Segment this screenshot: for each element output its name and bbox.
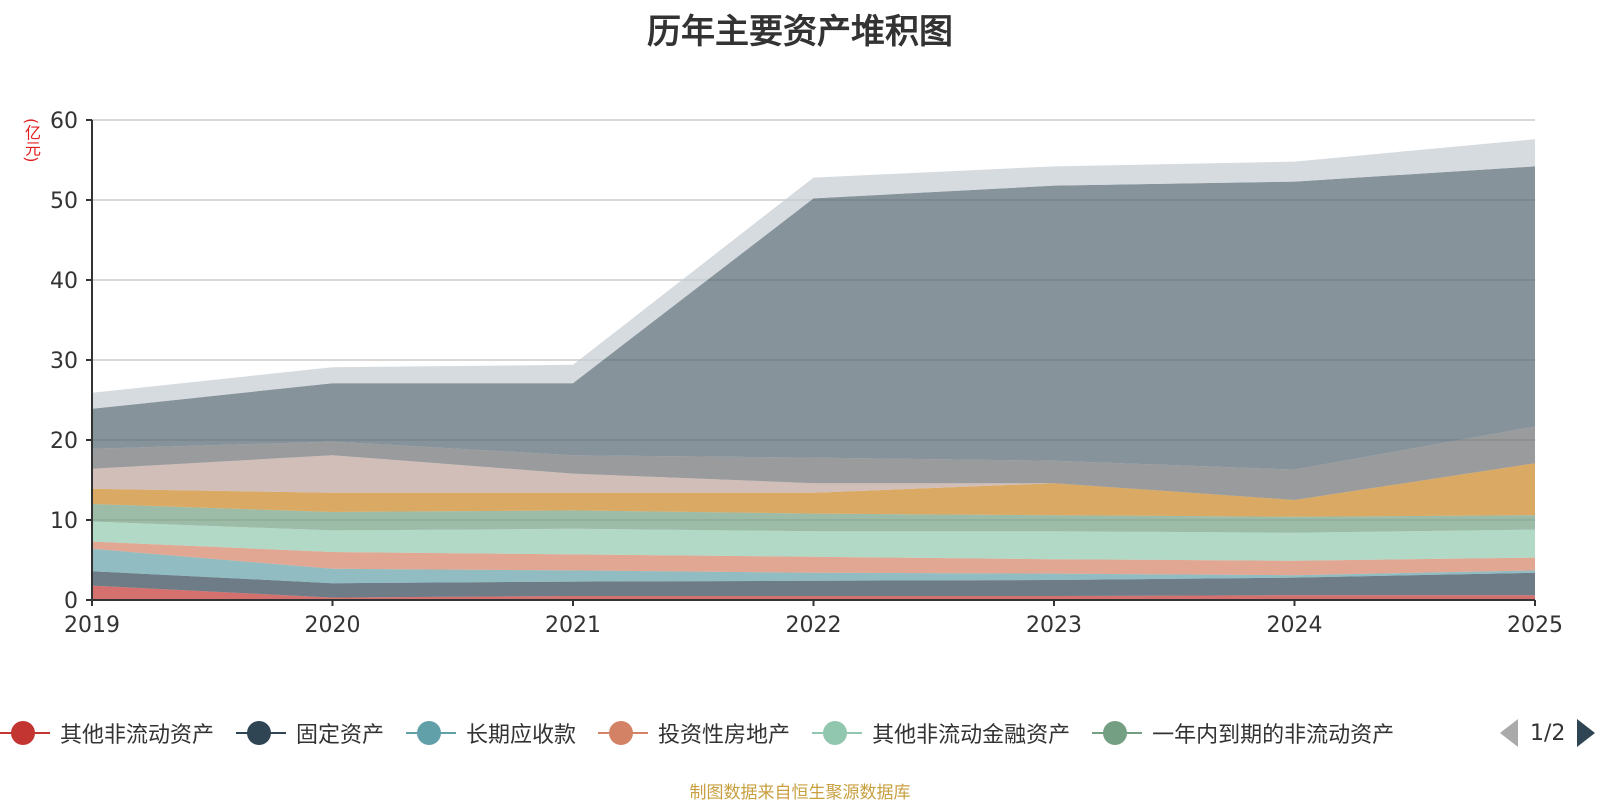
area-series-11 [92,139,1535,409]
area-series-1 [92,585,1535,600]
legend-next-page-icon[interactable] [1577,719,1596,747]
legend: 其他非流动资产 固定资产 长期应收款 投资性房地产 其他非流动金融资产 一年内到期的非流动… [0,713,1416,753]
legend-item[interactable]: 长期应收款 [406,717,576,749]
legend-marker-icon [0,719,50,747]
legend-label: 投资性房地产 [658,723,791,748]
source-note: 制图数据来自恒生聚源数据库 [689,783,911,803]
legend-prev-page-icon[interactable] [1500,719,1518,747]
legend-item[interactable]: 其他非流动金融资产 [812,717,1070,749]
x-tick-label: 2024 [1267,613,1323,638]
legend-label: 长期应收款 [466,723,577,748]
area-series-9 [92,426,1535,500]
x-tick-label: 2021 [545,613,601,638]
legend-label: 一年内到期的非流动资产 [1152,723,1395,748]
y-tick-label: 30 [50,349,78,374]
legend-item[interactable]: 投资性房地产 [598,717,790,749]
legend-item[interactable]: 一年内到期的非流动资产 [1092,717,1394,749]
area-series-7 [92,463,1535,517]
y-tick-label: 40 [50,269,78,294]
area-series [92,139,1535,600]
legend-label: 其他非流动金融资产 [872,723,1071,748]
axes: 0 10 20 30 40 50 60 2019 2020 2021 2022 2023 2024 202… [50,109,1563,638]
legend-marker-icon [1092,719,1143,747]
area-series-4 [92,541,1535,576]
x-tick-label: 2019 [64,613,120,638]
legend-label: 其他非流动资产 [60,723,215,748]
legend-item[interactable]: 固定资产 [236,717,384,749]
legend-marker-icon [406,719,457,747]
y-axis-unit-label: (亿元) [22,118,41,163]
legend-item[interactable]: 其他非流动资产 [0,717,214,749]
legend-marker-icon [598,719,649,747]
legend-page-indicator: 1/2 [1530,720,1566,746]
area-series-6 [92,504,1535,533]
stacked-area-chart: 0 10 20 30 40 50 60 2019 2020 2021 2022 2023 2024 202… [50,109,1563,638]
chart-title: 历年主要资产堆积图 [647,12,953,52]
x-tick-label: 2025 [1507,613,1563,638]
legend-marker-icon [812,719,863,747]
x-tick-label: 2022 [786,613,842,638]
y-tick-label: 0 [64,589,78,614]
legend-label: 固定资产 [296,723,385,748]
area-series-10 [92,166,1535,470]
area-series-2 [92,571,1535,598]
x-tick-label: 2023 [1026,613,1082,638]
area-series-5 [92,521,1535,561]
y-tick-label: 50 [50,189,78,214]
legend-marker-icon [236,719,287,747]
x-tick-label: 2020 [305,613,361,638]
y-tick-label: 60 [50,109,78,134]
y-tick-label: 10 [50,509,78,534]
y-tick-label: 20 [50,429,78,454]
area-series-3 [92,548,1535,584]
legend-pager: 1/2 [1500,715,1596,751]
area-series-8 [92,455,1535,500]
